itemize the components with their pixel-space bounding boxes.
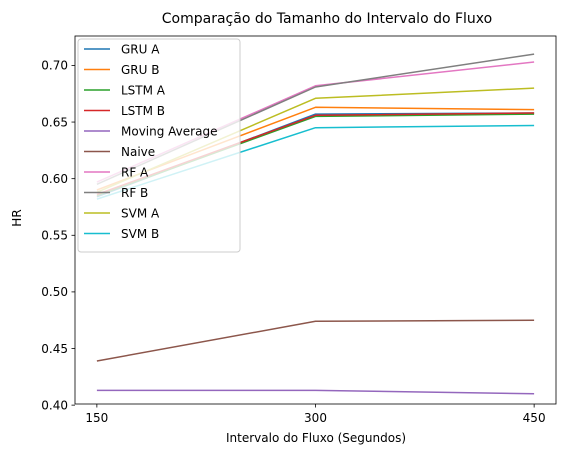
legend-label: LSTM B: [121, 104, 165, 118]
x-tick-label: 450: [523, 411, 546, 425]
legend-label: Naive: [121, 145, 155, 159]
legend: GRU A GRU B LSTM A LSTM B Moving Average Naiv…: [77, 38, 241, 253]
y-axis-label: HR: [10, 209, 24, 226]
y-tick-label: 0.45: [41, 342, 68, 356]
legend-label: Moving Average: [121, 124, 217, 138]
legend-label: SVM B: [121, 227, 159, 241]
series-line-moving-average: [96, 389, 535, 395]
legend-label: SVM A: [121, 206, 160, 220]
x-axis-label: Intervalo do Fluxo (Segundos): [226, 431, 406, 445]
legend-label: RF A: [121, 165, 149, 179]
y-tick-label: 0.40: [41, 398, 68, 412]
series-line-naive: [96, 319, 535, 362]
axes-layer: 150 300 450 0.40 0.45 0.50 0.55 0.60 0.65 0.70: [41, 35, 557, 425]
y-tick-label: 0.50: [41, 285, 68, 299]
legend-label: RF B: [121, 186, 148, 200]
legend-label: GRU B: [121, 63, 159, 77]
legend-box: [77, 38, 241, 253]
legend-label: GRU A: [121, 42, 160, 56]
y-tick-label: 0.60: [41, 172, 68, 186]
chart-title: Comparação do Tamanho do Intervalo do Fl…: [162, 11, 492, 27]
y-tick-label: 0.70: [41, 59, 68, 73]
x-tick-label: 150: [85, 411, 108, 425]
legend-label: LSTM A: [121, 83, 166, 97]
y-tick-label: 0.65: [41, 115, 68, 129]
x-tick-label: 300: [304, 411, 327, 425]
y-tick-label: 0.55: [41, 229, 68, 243]
